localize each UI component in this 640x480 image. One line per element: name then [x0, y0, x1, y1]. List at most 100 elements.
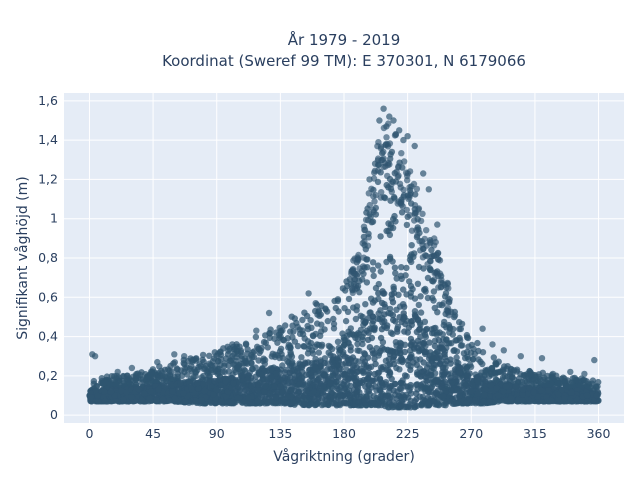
data-point	[451, 312, 459, 319]
data-point	[262, 339, 269, 346]
data-point	[368, 363, 375, 370]
data-point	[462, 382, 469, 389]
data-point	[240, 366, 248, 373]
data-point	[279, 388, 286, 395]
data-point	[155, 386, 162, 393]
data-point	[424, 261, 431, 268]
data-point	[360, 254, 367, 261]
data-point	[406, 184, 413, 191]
chart-title-line2: Koordinat (Sweref 99 TM): E 370301, N 61…	[162, 52, 526, 70]
data-point	[419, 210, 426, 217]
data-point	[406, 212, 413, 219]
data-point	[390, 193, 398, 201]
data-point	[325, 342, 332, 350]
data-point	[318, 395, 326, 402]
data-point	[263, 375, 271, 382]
data-point	[199, 380, 206, 388]
data-point	[411, 295, 419, 302]
data-point	[232, 388, 239, 395]
data-point	[344, 376, 352, 383]
data-point	[299, 331, 307, 338]
data-point	[465, 355, 472, 363]
data-point	[189, 356, 196, 364]
data-point	[537, 387, 545, 394]
data-point	[490, 354, 497, 361]
data-point	[181, 353, 188, 360]
data-point	[538, 355, 546, 362]
data-point	[351, 275, 358, 283]
data-point	[244, 346, 251, 353]
data-point	[268, 374, 275, 381]
data-point	[534, 393, 541, 400]
data-point	[299, 374, 306, 382]
data-point	[111, 392, 119, 399]
data-point	[342, 371, 349, 378]
data-point	[377, 334, 385, 342]
data-point	[413, 185, 421, 193]
data-point	[289, 399, 297, 406]
data-point	[277, 383, 284, 390]
data-point	[407, 335, 415, 343]
data-point	[453, 394, 460, 401]
data-point	[315, 307, 322, 314]
data-point	[337, 365, 344, 373]
data-point	[295, 388, 302, 395]
data-point	[188, 385, 195, 393]
data-point	[413, 328, 421, 336]
data-point	[348, 330, 356, 338]
data-point	[321, 371, 328, 378]
data-point	[526, 384, 533, 391]
data-point	[401, 372, 409, 379]
data-point	[428, 355, 435, 362]
data-point	[336, 392, 344, 399]
data-point	[380, 124, 388, 132]
data-point	[159, 396, 167, 403]
data-point	[411, 217, 418, 224]
data-point	[500, 347, 507, 354]
data-point	[378, 380, 385, 387]
data-point	[504, 373, 511, 380]
data-point	[295, 381, 303, 388]
data-point	[397, 272, 405, 279]
data-point	[343, 400, 350, 407]
data-point	[296, 326, 303, 333]
x-tick-label: 0	[85, 426, 93, 441]
data-point	[154, 358, 161, 366]
data-point	[568, 389, 575, 396]
data-point	[248, 351, 255, 358]
data-point	[356, 331, 363, 338]
data-point	[487, 382, 495, 389]
data-point	[456, 364, 463, 371]
data-point	[253, 327, 260, 334]
data-point	[363, 375, 371, 383]
data-point	[331, 297, 338, 305]
data-point	[252, 364, 259, 371]
data-point	[371, 198, 378, 205]
data-point	[356, 347, 363, 354]
data-point	[424, 274, 432, 282]
data-point	[446, 296, 453, 303]
x-tick-label: 135	[268, 426, 292, 441]
data-point	[271, 335, 278, 342]
data-point	[414, 280, 422, 287]
data-point	[434, 221, 441, 228]
data-point	[458, 320, 466, 328]
data-point	[361, 358, 369, 365]
data-point	[417, 382, 424, 389]
data-point	[377, 364, 385, 371]
data-point	[262, 332, 269, 339]
data-point	[366, 344, 374, 351]
y-tick-label: 0,2	[38, 368, 58, 383]
data-point	[324, 317, 331, 325]
data-point	[474, 378, 481, 385]
data-point	[352, 315, 360, 323]
data-point	[425, 399, 432, 407]
data-point	[444, 280, 452, 288]
data-point	[261, 388, 268, 395]
data-point	[220, 345, 227, 352]
data-point	[360, 368, 367, 375]
data-point	[468, 377, 475, 385]
data-point	[285, 379, 292, 386]
data-point	[440, 387, 447, 394]
data-point	[384, 322, 391, 329]
